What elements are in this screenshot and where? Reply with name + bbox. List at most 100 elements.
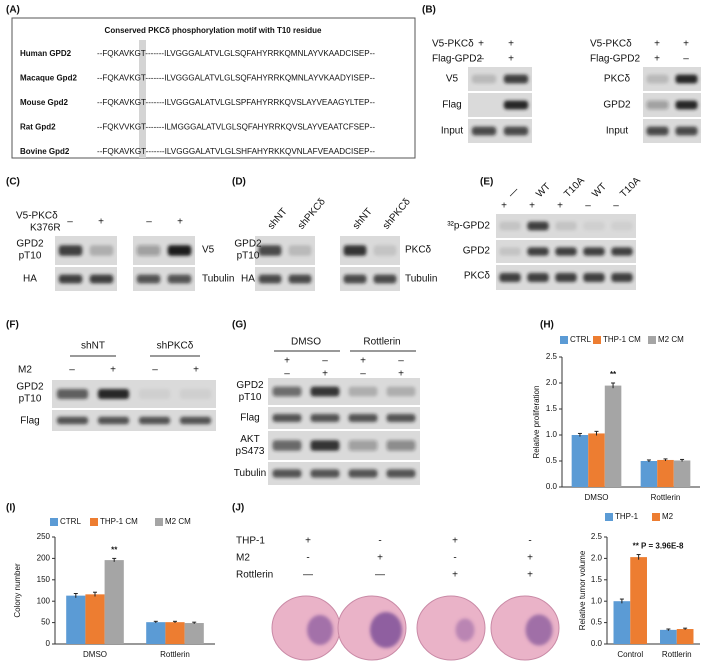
bar: [571, 435, 589, 487]
brain: [416, 595, 486, 661]
species: Human GPD2: [20, 49, 72, 58]
band: [97, 416, 130, 425]
x-tick-label: DMSO: [83, 650, 107, 659]
species: Mouse Gpd2: [20, 98, 69, 107]
band: [386, 386, 416, 397]
y-tick-label: 1.5: [591, 575, 603, 584]
y-tick-label: 0.0: [591, 639, 603, 648]
sequence: --FQKAVKGT-------ILVGGGALATVLGLSHFAHYRKK…: [97, 147, 375, 156]
band: [646, 100, 669, 110]
band: [583, 273, 605, 282]
condition: THP-1: [236, 536, 265, 547]
band: [272, 414, 302, 422]
annotation: **: [111, 546, 118, 555]
y-tick-label: 2.5: [546, 352, 558, 361]
legend-label: THP-1 CM: [100, 517, 138, 526]
y-tick-label: 2.0: [546, 378, 558, 387]
band: [288, 274, 312, 284]
sign: –: [360, 369, 366, 380]
blot-label: Flag: [442, 100, 461, 111]
y-tick-label: 250: [37, 532, 51, 541]
blot-label: Flag: [240, 413, 259, 424]
panel-label: (H): [540, 320, 554, 331]
lane-label: T10A: [618, 175, 643, 200]
bar: [66, 595, 86, 644]
sign: –: [585, 201, 591, 212]
panel-label: (A): [6, 5, 20, 16]
condition: V5-PKCδ: [16, 211, 58, 222]
group-label: Rottlerin: [363, 337, 400, 348]
band: [179, 416, 212, 425]
x-tick-label: Control: [617, 650, 643, 659]
sequence: --FQKVVKGT-------ILMGGGALATVLGLSQFAHYRRK…: [97, 123, 375, 132]
band: [555, 221, 577, 231]
tumor: [307, 615, 333, 645]
band: [527, 221, 549, 231]
sign: +: [98, 217, 104, 228]
condition: Flag-GPD2: [432, 54, 482, 65]
motif-title: Conserved PKCδ phosphorylation motif wit…: [105, 26, 322, 35]
y-tick-label: 0: [46, 639, 51, 648]
sign: +: [557, 201, 563, 212]
sign: –: [152, 365, 158, 376]
annotation: ** P = 3.96E-8: [633, 542, 684, 551]
sign: +: [305, 536, 311, 547]
band: [471, 126, 497, 136]
blot-label: HA: [241, 274, 255, 285]
sign: +: [177, 217, 183, 228]
x-tick-label: Rottlerin: [651, 493, 681, 502]
lane-label: WT: [590, 181, 609, 200]
band: [136, 274, 161, 284]
condition: K376R: [30, 223, 61, 234]
condition: Rottlerin: [236, 570, 273, 581]
blot-label: GPD2: [234, 239, 262, 250]
blot-label: pT10: [19, 251, 42, 262]
legend-swatch: [50, 518, 58, 526]
band: [527, 273, 549, 282]
y-axis-label: Colony number: [13, 563, 22, 618]
sequence: --FQKAVKGT-------ILVGGGALATVLGLSQFAHYRRK…: [97, 74, 375, 83]
band: [310, 469, 340, 478]
band: [272, 386, 302, 397]
band: [555, 273, 577, 282]
legend-swatch: [648, 336, 656, 344]
legend-label: CTRL: [570, 335, 591, 344]
bar: [604, 385, 622, 487]
band: [138, 416, 171, 425]
legend-swatch: [652, 513, 660, 521]
bar: [588, 433, 605, 487]
band: [555, 247, 577, 256]
sign: +: [654, 39, 660, 50]
sign: –: [683, 54, 689, 65]
condition: M2: [236, 553, 250, 564]
band: [58, 274, 83, 284]
group-label: shNT: [81, 341, 105, 352]
sign: -: [378, 536, 381, 547]
sign: +: [452, 570, 458, 581]
blot: [52, 410, 216, 431]
band: [179, 388, 212, 400]
blot-label: pT10: [237, 251, 260, 262]
lane-label: shNT: [351, 206, 375, 231]
band: [675, 74, 698, 84]
panel-label: (E): [480, 177, 493, 188]
sign: +: [683, 39, 689, 50]
blot-label: Tubulin: [234, 468, 266, 479]
condition: V5-PKCδ: [590, 39, 632, 50]
band: [611, 273, 633, 282]
species: Macaque Gpd2: [20, 74, 77, 83]
legend-label: CTRL: [60, 517, 81, 526]
sign: -: [528, 536, 531, 547]
sign: +: [110, 365, 116, 376]
bar: [673, 460, 691, 487]
sign: –: [398, 356, 404, 367]
band: [167, 274, 192, 284]
sign: –: [284, 369, 290, 380]
lane-label: shNT: [266, 206, 290, 231]
condition: V5-PKCδ: [432, 39, 474, 50]
blot-label: GPD2: [16, 382, 44, 393]
band: [675, 126, 698, 136]
band: [258, 274, 282, 284]
y-tick-label: 1.0: [591, 596, 603, 605]
band: [471, 74, 497, 84]
